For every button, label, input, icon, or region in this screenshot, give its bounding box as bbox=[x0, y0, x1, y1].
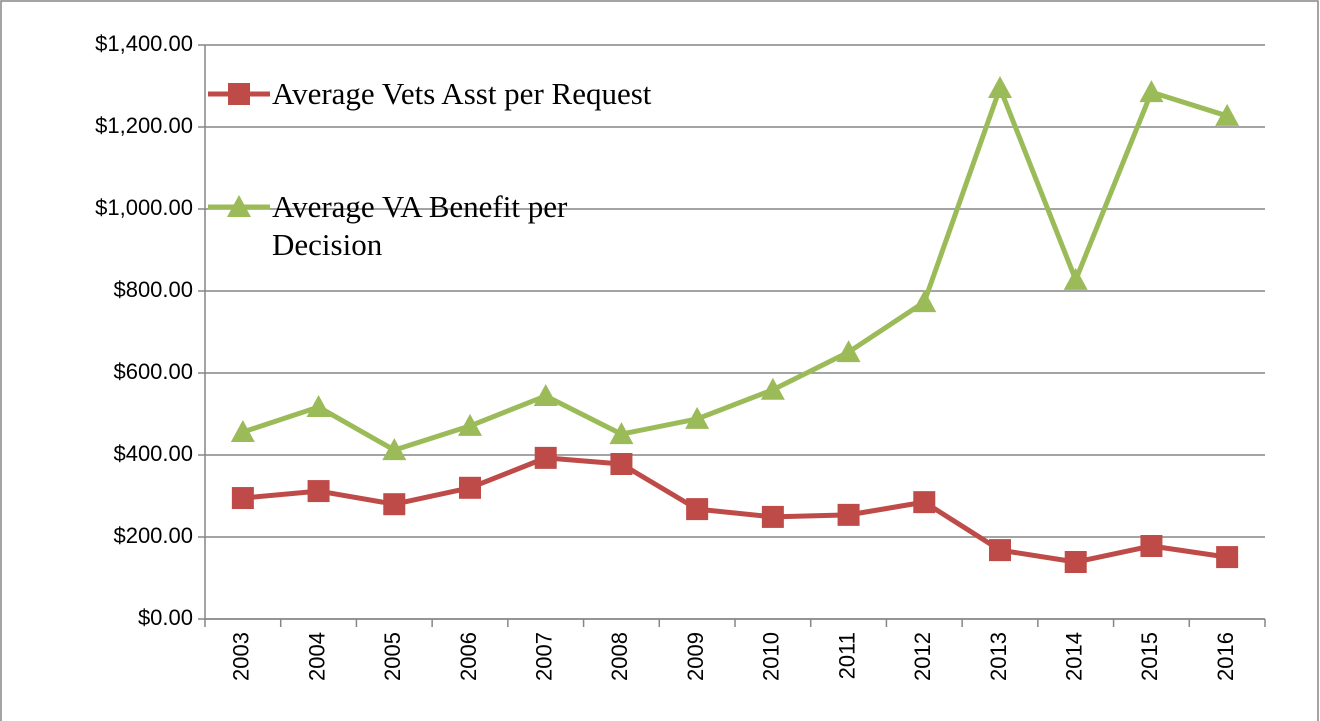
marker bbox=[989, 539, 1011, 562]
marker bbox=[686, 498, 709, 521]
marker bbox=[988, 76, 1012, 99]
legend-marker bbox=[228, 83, 250, 105]
x-tick-label: 2016 bbox=[1213, 632, 1238, 681]
y-tick-label: $200.00 bbox=[113, 523, 193, 548]
marker bbox=[610, 453, 633, 476]
x-tick-label: 2015 bbox=[1137, 632, 1162, 681]
series-line bbox=[242, 85, 1228, 453]
legend-marker bbox=[227, 195, 251, 217]
marker bbox=[1140, 535, 1163, 558]
y-tick-label: $600.00 bbox=[113, 359, 193, 384]
x-tick-label: 2009 bbox=[683, 632, 708, 681]
marker bbox=[837, 503, 860, 526]
legend-label: Average VA Benefit per Decision bbox=[272, 189, 568, 262]
x-tick-label: 2008 bbox=[607, 632, 632, 681]
x-tick-label: 2014 bbox=[1062, 632, 1087, 681]
legend-label: Average Vets Asst per Request bbox=[272, 76, 652, 111]
y-tick-label: $1,200.00 bbox=[95, 113, 193, 138]
marker bbox=[382, 438, 407, 461]
marker bbox=[1139, 80, 1164, 103]
x-tick-label: 2005 bbox=[380, 632, 405, 681]
marker bbox=[685, 406, 710, 429]
marker bbox=[533, 383, 558, 406]
x-tick-label: 2010 bbox=[759, 632, 784, 681]
y-tick-label: $0.00 bbox=[138, 605, 193, 630]
marker bbox=[458, 413, 482, 436]
marker bbox=[1064, 551, 1087, 574]
marker bbox=[913, 491, 936, 514]
y-tick-label: $800.00 bbox=[113, 277, 193, 302]
marker bbox=[912, 290, 937, 313]
marker bbox=[761, 505, 784, 528]
marker bbox=[609, 422, 634, 445]
marker bbox=[760, 377, 785, 400]
marker bbox=[534, 446, 557, 469]
marker bbox=[306, 395, 331, 418]
marker bbox=[1216, 546, 1239, 569]
y-tick-label: $1,400.00 bbox=[95, 31, 193, 56]
x-tick-label: 2004 bbox=[304, 632, 329, 681]
x-tick-label: 2013 bbox=[986, 632, 1011, 681]
y-tick-label: $1,000.00 bbox=[95, 195, 193, 220]
x-tick-label: 2012 bbox=[910, 632, 935, 681]
marker bbox=[1215, 103, 1240, 126]
marker bbox=[230, 420, 255, 443]
x-tick-label: 2011 bbox=[834, 632, 859, 679]
x-tick-label: 2006 bbox=[456, 632, 481, 681]
marker bbox=[307, 480, 330, 503]
marker bbox=[1063, 267, 1088, 290]
marker bbox=[836, 340, 861, 363]
series-line bbox=[242, 455, 1228, 565]
marker bbox=[459, 476, 481, 499]
marker bbox=[383, 493, 406, 516]
x-tick-label: 2007 bbox=[532, 632, 557, 681]
x-tick-label: 2003 bbox=[229, 632, 254, 681]
marker bbox=[231, 487, 254, 510]
y-tick-label: $400.00 bbox=[113, 441, 193, 466]
